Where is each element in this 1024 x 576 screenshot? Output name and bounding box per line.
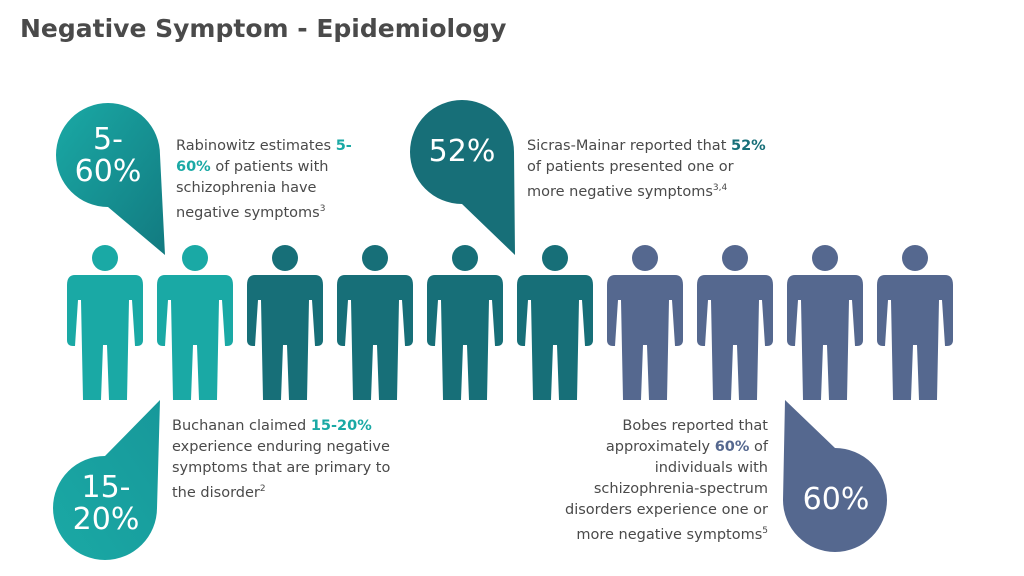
text: of individuals with schizophrenia-spectr… [564, 439, 768, 543]
drop [56, 103, 165, 255]
person [697, 245, 773, 400]
badge: 52% [410, 136, 514, 168]
badge-line: 52% [428, 134, 496, 169]
reference: 3 [319, 204, 326, 214]
reference: 5 [762, 526, 768, 536]
highlight: 52% [730, 138, 766, 154]
text: Bobes reported that approximately [605, 418, 768, 455]
person [247, 245, 323, 400]
badge-line: 60% [802, 482, 870, 517]
text: of patients presented one or more negati… [527, 159, 734, 200]
badge-line: 20% [72, 502, 140, 537]
callout-text: Rabinowitz estimates 5-60% of patients w… [176, 136, 366, 224]
person [877, 245, 953, 400]
person [517, 245, 593, 400]
callout-text: Bobes reported that approximately 60% of… [562, 416, 768, 546]
person [607, 245, 683, 400]
drop [410, 100, 515, 255]
highlight: 60% [714, 439, 750, 455]
reference: 2 [259, 484, 266, 494]
text: experience enduring negative symptoms th… [172, 439, 391, 501]
badge: 15- 20% [54, 472, 158, 536]
callout-text: Buchanan claimed 15-20% experience endur… [172, 416, 404, 504]
person [67, 245, 143, 400]
text: Rabinowitz estimates [176, 138, 336, 154]
person [427, 245, 503, 400]
badge: 5- 60% [56, 124, 160, 188]
highlight: 15-20% [310, 418, 372, 434]
callout-text: Sicras-Mainar reported that 52% of patie… [527, 136, 767, 203]
badge-line: 5- [93, 122, 123, 157]
text: Buchanan claimed [172, 418, 311, 434]
title: Negative Symptom - Epidemiology [20, 14, 507, 43]
reference: 3,4 [712, 183, 728, 193]
badge: 60% [784, 484, 888, 516]
person [337, 245, 413, 400]
badge-line: 60% [74, 154, 142, 189]
person [787, 245, 863, 400]
person [157, 245, 233, 400]
drop [783, 400, 887, 552]
text: Sicras-Mainar reported that [527, 138, 731, 154]
badge-line: 15- [81, 470, 131, 505]
people [67, 245, 953, 400]
highlight: 5-60% [176, 138, 352, 175]
drop [53, 400, 160, 560]
text: of patients with schizophrenia have nega… [176, 159, 329, 221]
